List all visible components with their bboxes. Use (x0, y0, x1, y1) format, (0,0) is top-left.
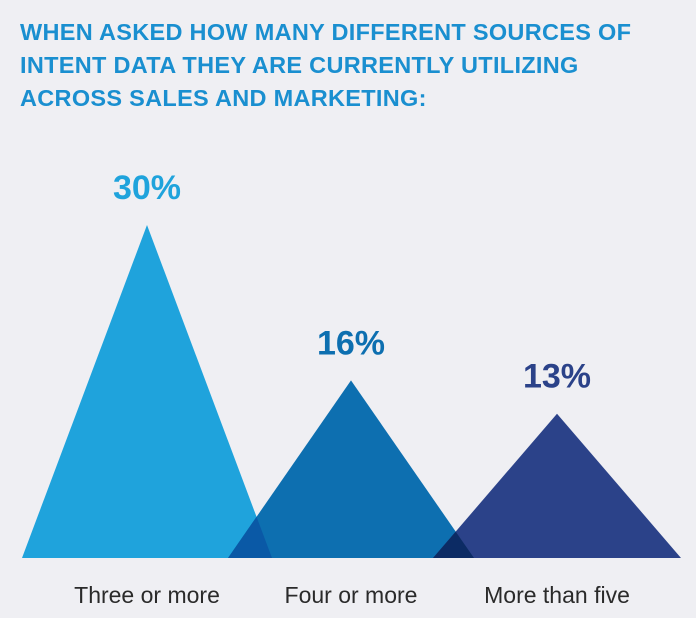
overlap-1 (228, 516, 272, 558)
category-label-1: Three or more (74, 582, 220, 608)
chart-labels: 30% 16% 13% Three or more Four or more More t… (74, 169, 630, 608)
overlap-2 (433, 531, 474, 558)
chart-title: WHEN ASKED HOW MANY DIFFERENT SOURCES OF… (20, 16, 660, 115)
category-label-3: More than five (484, 582, 630, 608)
value-label-2: 16% (317, 324, 385, 362)
chart-title-line-3: ACROSS SALES AND MARKETING: (20, 85, 427, 111)
triangle-2 (228, 380, 474, 558)
chart-marks (22, 225, 681, 558)
triangle-3 (433, 413, 681, 558)
triangle-1 (22, 225, 272, 558)
chart-title-line-1: WHEN ASKED HOW MANY DIFFERENT SOURCES OF (20, 19, 632, 45)
category-label-2: Four or more (285, 582, 418, 608)
chart-title-line-2: INTENT DATA THEY ARE CURRENTLY UTILIZING (20, 52, 579, 78)
value-label-1: 30% (113, 169, 181, 207)
value-label-3: 13% (523, 358, 591, 396)
